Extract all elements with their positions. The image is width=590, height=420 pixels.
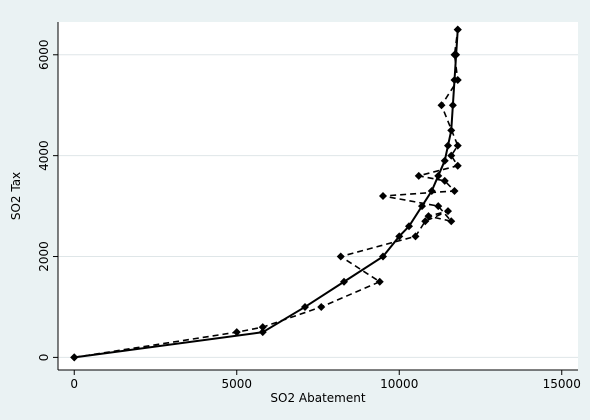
marker <box>448 101 457 110</box>
marker <box>453 141 462 150</box>
marker <box>232 328 241 337</box>
marker <box>301 302 309 311</box>
marker <box>405 222 413 231</box>
marker <box>258 328 267 337</box>
x-axis-label: SO2 Abatement <box>270 391 365 405</box>
marker <box>450 186 459 195</box>
marker <box>411 232 420 241</box>
marker <box>375 277 384 286</box>
x-tick-label: 0 <box>70 377 78 391</box>
series-line <box>74 29 460 359</box>
marker <box>395 232 404 241</box>
x-tick-label: 5000 <box>221 377 252 391</box>
marker <box>440 176 449 185</box>
marker <box>447 151 456 160</box>
marker <box>453 76 462 84</box>
marker <box>444 207 452 216</box>
y-tick-label: 2000 <box>37 241 51 272</box>
x-tick-label: 15000 <box>543 377 581 391</box>
marker <box>437 101 446 110</box>
plot-area <box>58 22 578 370</box>
marker <box>447 217 456 226</box>
marker <box>317 302 326 311</box>
y-tick-label: 0 <box>37 354 51 362</box>
marker <box>444 141 452 150</box>
x-tick-label: 10000 <box>380 377 418 391</box>
marker <box>450 50 459 59</box>
marker <box>424 212 433 221</box>
marker <box>421 217 430 226</box>
marker <box>336 252 345 261</box>
marker <box>379 192 387 200</box>
marker <box>340 277 348 286</box>
y-tick-label: 4000 <box>37 140 51 171</box>
marker <box>453 25 462 34</box>
marker <box>379 252 387 261</box>
y-axis-label: SO2 Tax <box>9 172 23 220</box>
marker <box>434 171 443 180</box>
marker <box>453 161 462 170</box>
marker <box>258 323 267 332</box>
marker <box>434 202 443 211</box>
y-tick-label: 6000 <box>37 40 51 71</box>
marker <box>70 353 79 362</box>
marker <box>440 156 449 165</box>
marker <box>414 171 423 180</box>
